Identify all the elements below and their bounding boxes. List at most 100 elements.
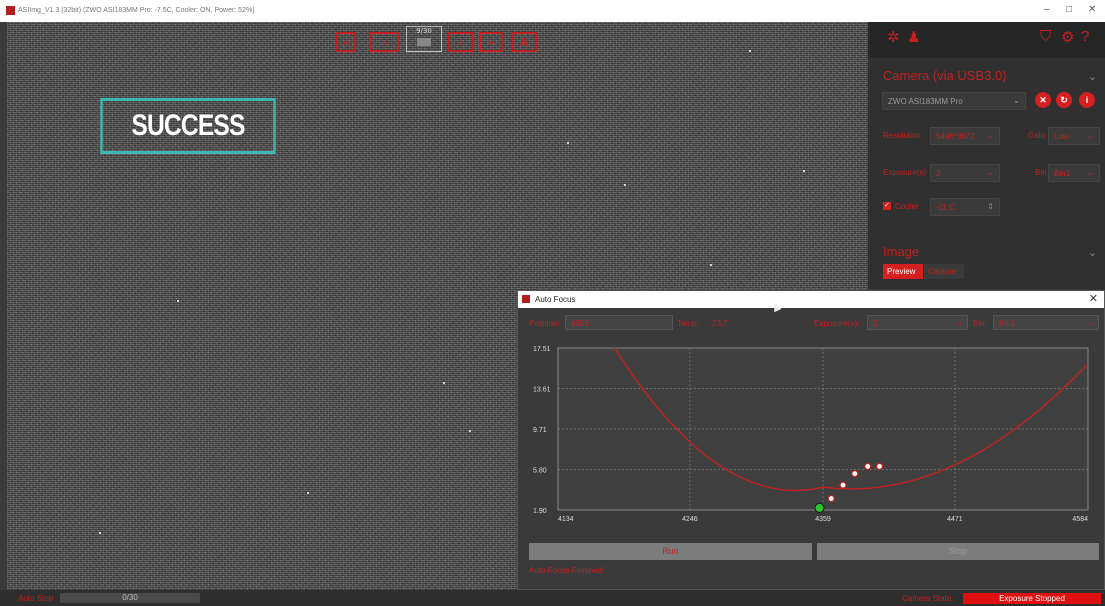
- frame-image-icon: [417, 38, 431, 46]
- disconnect-button[interactable]: ✕: [1035, 92, 1051, 108]
- star: [99, 532, 101, 534]
- progress-text: 0/30: [122, 593, 138, 602]
- star: [803, 170, 805, 172]
- auto-focus-dialog: Auto Focus ✕ Position: 4368 Temp: 23.7 E…: [517, 290, 1105, 590]
- run-button[interactable]: Run: [529, 543, 812, 560]
- info-button[interactable]: i: [1079, 92, 1095, 108]
- y-tick-label: 1.90: [533, 508, 547, 515]
- focus-chart-svg: 1.90 5.80 9.71 13.61 17.51 4134 4246 4359 4471 45…: [529, 340, 1096, 539]
- y-tick-label: 5.80: [533, 468, 547, 475]
- shirt-icon[interactable]: ⛉: [1040, 28, 1052, 45]
- close-window-button[interactable]: ✕: [1088, 4, 1097, 15]
- user-icon[interactable]: ♟: [907, 29, 921, 46]
- auto-stop-label: Auto Stop: [18, 594, 54, 603]
- prev-frame-button[interactable]: ‹: [369, 32, 399, 52]
- star: [443, 382, 445, 384]
- dropdown-icon: ⌄: [1087, 131, 1094, 140]
- bin-label: Bin:: [973, 319, 987, 328]
- skip-forward-icon: »: [487, 35, 495, 49]
- position-field[interactable]: 4368: [565, 315, 673, 330]
- temp-label: Temp:: [677, 319, 699, 328]
- chevron-left-icon: ‹: [381, 35, 387, 49]
- info-icon: i: [1085, 95, 1089, 105]
- exposure-label: Exposure(s): [883, 168, 927, 177]
- refresh-button[interactable]: ↻: [1056, 92, 1072, 108]
- best-focus-point: [814, 502, 825, 513]
- gear-icon[interactable]: ⚙: [1061, 29, 1075, 46]
- temp-value: 23.7: [712, 319, 728, 328]
- dropdown-icon: ⌄: [987, 168, 994, 177]
- gain-value: Low: [1054, 132, 1069, 141]
- cooler-label: Cooler: [895, 202, 919, 211]
- bin-label: Bin: [1035, 168, 1047, 177]
- bin-value: Bin1: [999, 319, 1016, 328]
- close-icon[interactable]: ✕: [1088, 293, 1098, 305]
- exposure-select[interactable]: 2 ⌄: [930, 164, 1000, 182]
- focus-point: [839, 481, 847, 489]
- focus-point: [851, 470, 859, 478]
- status-bar: Auto Stop 0/30 Camera State: Exposure St…: [0, 590, 1105, 606]
- dropdown-icon: ⌄: [1087, 168, 1094, 177]
- minimize-button[interactable]: –: [1044, 4, 1050, 15]
- star: [749, 50, 751, 52]
- exposure-select[interactable]: 2 ⌄: [867, 315, 968, 330]
- left-edge-strip: [0, 22, 7, 590]
- focus-point: [875, 462, 884, 471]
- gain-label: Gain: [1028, 131, 1045, 140]
- tab-capture[interactable]: Capture: [924, 264, 964, 279]
- target-icon[interactable]: ✲: [887, 29, 900, 46]
- x-tick-label: 4134: [558, 516, 574, 523]
- help-icon[interactable]: ?: [1081, 28, 1090, 45]
- exposure-value: 2: [873, 319, 878, 328]
- bin-value: Bin1: [1054, 169, 1071, 178]
- star: [469, 430, 471, 432]
- cooler-temp-value: -11 C: [936, 203, 955, 212]
- star: [177, 300, 179, 302]
- y-tick-label: 13.61: [533, 386, 551, 393]
- resolution-value: 5496*3672: [936, 132, 975, 141]
- gain-select[interactable]: Low ⌄: [1048, 127, 1100, 145]
- bin-select[interactable]: Bin1 ⌄: [993, 315, 1099, 330]
- cooler-temp-spinbox[interactable]: -11 C ⇕: [930, 198, 1000, 216]
- camera-name: ZWO ASI183MM Pro: [888, 97, 963, 106]
- position-value: 4368: [571, 319, 589, 328]
- camera-select[interactable]: ZWO ASI183MM Pro ⌄: [882, 92, 1026, 110]
- focus-chart: 1.90 5.80 9.71 13.61 17.51 4134 4246 4359 4471 45…: [529, 340, 1096, 539]
- chevron-right-icon: ›: [458, 35, 464, 49]
- stop-button[interactable]: Stop: [817, 543, 1099, 560]
- exposure-value: 2: [936, 169, 941, 178]
- x-tick-label: 4584: [1072, 516, 1088, 523]
- last-frame-button[interactable]: »: [479, 32, 503, 52]
- bin-select[interactable]: Bin1 ⌄: [1048, 164, 1100, 182]
- camera-section-title: Camera (via USB3.0): [883, 68, 1007, 83]
- app-icon: [522, 295, 530, 303]
- capture-progress-bar: 0/30: [60, 593, 200, 603]
- check-icon: ✓: [884, 202, 890, 209]
- dropdown-icon: ⌄: [956, 318, 963, 327]
- focus-point: [864, 462, 872, 471]
- frame-counter: 9/30: [416, 27, 432, 35]
- chevron-down-icon[interactable]: ⌄: [1087, 247, 1097, 259]
- dropdown-icon: ⌄: [987, 131, 994, 140]
- close-circle-icon: ✕: [1039, 95, 1047, 105]
- frame-indicator: 9/30: [406, 26, 442, 52]
- resolution-select[interactable]: 5496*3672 ⌄: [930, 127, 1000, 145]
- star: [710, 264, 712, 266]
- next-frame-button[interactable]: ›: [448, 32, 474, 52]
- exposure-label: Exposure(s):: [814, 319, 860, 328]
- fit-curve: [613, 347, 1089, 492]
- resolution-label: Resolution: [883, 131, 921, 140]
- auto-play-button[interactable]: A: [511, 32, 537, 52]
- cooler-checkbox[interactable]: ✓: [883, 202, 891, 210]
- tab-preview[interactable]: Preview: [883, 264, 923, 279]
- dialog-title: Auto Focus: [535, 295, 576, 304]
- window-titlebar: ASIImg_V1.3 (32bit) (ZWO ASI183MM Pro: -…: [0, 0, 1105, 23]
- chevron-down-icon[interactable]: ⌄: [1087, 71, 1097, 83]
- auto-play-icon: A: [519, 35, 529, 49]
- star: [567, 142, 569, 144]
- dialog-titlebar: Auto Focus ✕: [518, 291, 1104, 308]
- refresh-icon: ↻: [1060, 95, 1068, 105]
- position-label: Position:: [529, 319, 560, 328]
- first-frame-button[interactable]: «: [336, 32, 356, 52]
- maximize-button[interactable]: □: [1066, 4, 1073, 15]
